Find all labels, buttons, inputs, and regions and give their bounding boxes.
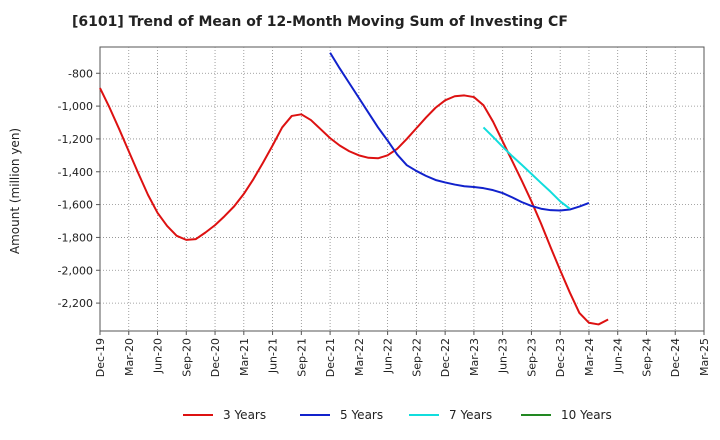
y-tick-label: -2,000 xyxy=(58,264,93,277)
legend-label: 10 Years xyxy=(561,408,612,422)
y-tick-label: -1,800 xyxy=(58,231,93,244)
x-tick-label: Sep-21 xyxy=(295,338,308,377)
plot-area xyxy=(99,46,705,332)
x-tick-label: Dec-20 xyxy=(209,338,222,377)
legend-label: 7 Years xyxy=(449,408,492,422)
x-tick-label: Sep-22 xyxy=(410,338,423,377)
series-line-7-years xyxy=(482,126,571,210)
x-tick-label: Mar-20 xyxy=(123,338,136,376)
legend-label: 3 Years xyxy=(223,408,266,422)
x-tick-label: Jun-22 xyxy=(382,338,395,374)
legend-label: 5 Years xyxy=(340,408,383,422)
x-tick-label: Mar-21 xyxy=(238,338,251,376)
y-tick-label: -1,400 xyxy=(58,166,93,179)
y-tick-label: -1,000 xyxy=(58,100,93,113)
x-tick-label: Mar-24 xyxy=(583,338,596,376)
series-line-3-years xyxy=(99,87,609,326)
x-tick-label: Mar-22 xyxy=(353,338,366,376)
x-tick-label: Sep-23 xyxy=(525,338,538,377)
x-tick-label: Jun-20 xyxy=(152,338,165,374)
y-tick-label: -1,200 xyxy=(58,133,93,146)
y-tick-label: -2,200 xyxy=(58,297,93,310)
x-tick-label: Sep-24 xyxy=(640,338,653,377)
x-tick-label: Dec-21 xyxy=(324,338,337,377)
y-axis-label: Amount (million yen) xyxy=(8,128,22,254)
x-tick-label: Dec-24 xyxy=(669,338,682,377)
y-tick-label: -1,600 xyxy=(58,199,93,212)
x-tick-label: Mar-25 xyxy=(698,338,711,376)
x-tick-label: Dec-22 xyxy=(439,338,452,377)
x-tick-label: Jun-24 xyxy=(612,338,625,374)
x-tick-label: Mar-23 xyxy=(468,338,481,376)
series-line-5-years xyxy=(329,52,590,212)
x-tick-label: Jun-21 xyxy=(267,338,280,374)
y-tick-label: -800 xyxy=(68,67,93,80)
chart-title: [6101] Trend of Mean of 12-Month Moving … xyxy=(72,14,568,30)
x-tick-label: Sep-20 xyxy=(180,338,193,377)
x-tick-label: Jun-23 xyxy=(497,338,510,374)
x-tick-label: Dec-19 xyxy=(94,338,107,377)
x-tick-label: Dec-23 xyxy=(554,338,567,377)
